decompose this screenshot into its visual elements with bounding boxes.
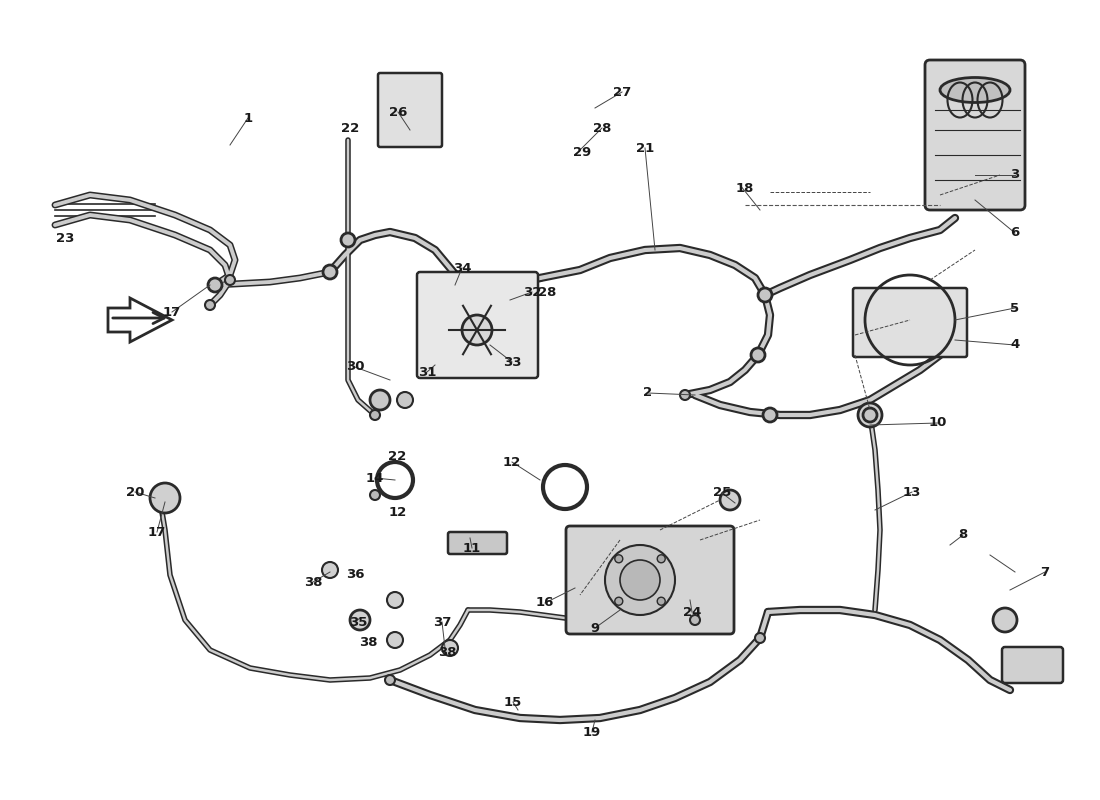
Circle shape (397, 392, 412, 408)
Text: 5: 5 (1011, 302, 1020, 314)
Circle shape (755, 633, 764, 643)
Circle shape (763, 408, 777, 422)
Text: 22: 22 (388, 450, 406, 463)
Text: 22: 22 (341, 122, 359, 134)
Text: 21: 21 (636, 142, 654, 154)
Text: 16: 16 (536, 597, 554, 610)
Text: 23: 23 (56, 231, 74, 245)
Ellipse shape (940, 78, 1010, 102)
Circle shape (858, 403, 882, 427)
Text: 24: 24 (683, 606, 701, 618)
Circle shape (322, 562, 338, 578)
Text: 28: 28 (538, 286, 557, 298)
FancyBboxPatch shape (852, 288, 967, 357)
Text: 11: 11 (463, 542, 481, 554)
FancyBboxPatch shape (925, 60, 1025, 210)
Circle shape (323, 265, 337, 279)
Circle shape (462, 315, 492, 345)
Text: 6: 6 (1011, 226, 1020, 239)
Circle shape (150, 483, 180, 513)
Text: 15: 15 (504, 695, 522, 709)
Circle shape (205, 300, 214, 310)
Circle shape (657, 554, 665, 562)
Circle shape (226, 275, 235, 285)
Circle shape (758, 288, 772, 302)
Circle shape (690, 615, 700, 625)
Text: 38: 38 (304, 575, 322, 589)
Text: 38: 38 (438, 646, 456, 658)
Text: 12: 12 (389, 506, 407, 518)
Text: 3: 3 (1011, 169, 1020, 182)
Text: 14: 14 (366, 471, 384, 485)
Text: 10: 10 (928, 417, 947, 430)
Text: 17: 17 (147, 526, 166, 538)
Text: 2: 2 (644, 386, 652, 399)
Text: 19: 19 (583, 726, 601, 738)
Text: 36: 36 (345, 569, 364, 582)
Circle shape (615, 554, 623, 562)
Circle shape (370, 390, 390, 410)
FancyBboxPatch shape (448, 532, 507, 554)
FancyBboxPatch shape (417, 272, 538, 378)
Circle shape (620, 560, 660, 600)
Circle shape (993, 608, 1018, 632)
Text: 26: 26 (388, 106, 407, 118)
Circle shape (605, 545, 675, 615)
Text: 34: 34 (453, 262, 471, 274)
Circle shape (442, 640, 458, 656)
Text: 9: 9 (591, 622, 600, 634)
Circle shape (208, 278, 222, 292)
Text: 1: 1 (243, 111, 253, 125)
Text: 4: 4 (1011, 338, 1020, 351)
Circle shape (751, 348, 764, 362)
Circle shape (615, 598, 623, 606)
Circle shape (720, 490, 740, 510)
Text: 8: 8 (958, 529, 968, 542)
Circle shape (864, 408, 877, 422)
Text: 18: 18 (736, 182, 755, 194)
Circle shape (370, 490, 379, 500)
Text: 12: 12 (503, 455, 521, 469)
Circle shape (680, 390, 690, 400)
Text: 37: 37 (432, 615, 451, 629)
Text: 28: 28 (593, 122, 612, 134)
Circle shape (385, 675, 395, 685)
Circle shape (341, 233, 355, 247)
Circle shape (387, 632, 403, 648)
Circle shape (657, 598, 665, 606)
Text: 31: 31 (418, 366, 437, 378)
FancyBboxPatch shape (566, 526, 734, 634)
FancyBboxPatch shape (378, 73, 442, 147)
Circle shape (350, 610, 370, 630)
Text: 20: 20 (125, 486, 144, 498)
Text: 38: 38 (359, 635, 377, 649)
Circle shape (370, 410, 379, 420)
Text: 29: 29 (573, 146, 591, 158)
Text: 35: 35 (349, 615, 367, 629)
Text: 25: 25 (713, 486, 732, 499)
Circle shape (387, 592, 403, 608)
Text: 17: 17 (163, 306, 182, 318)
Text: 33: 33 (503, 355, 521, 369)
Text: 32: 32 (522, 286, 541, 298)
FancyBboxPatch shape (1002, 647, 1063, 683)
Text: 13: 13 (903, 486, 921, 498)
Text: 7: 7 (1041, 566, 1049, 578)
Text: 30: 30 (345, 361, 364, 374)
Text: 27: 27 (613, 86, 631, 98)
